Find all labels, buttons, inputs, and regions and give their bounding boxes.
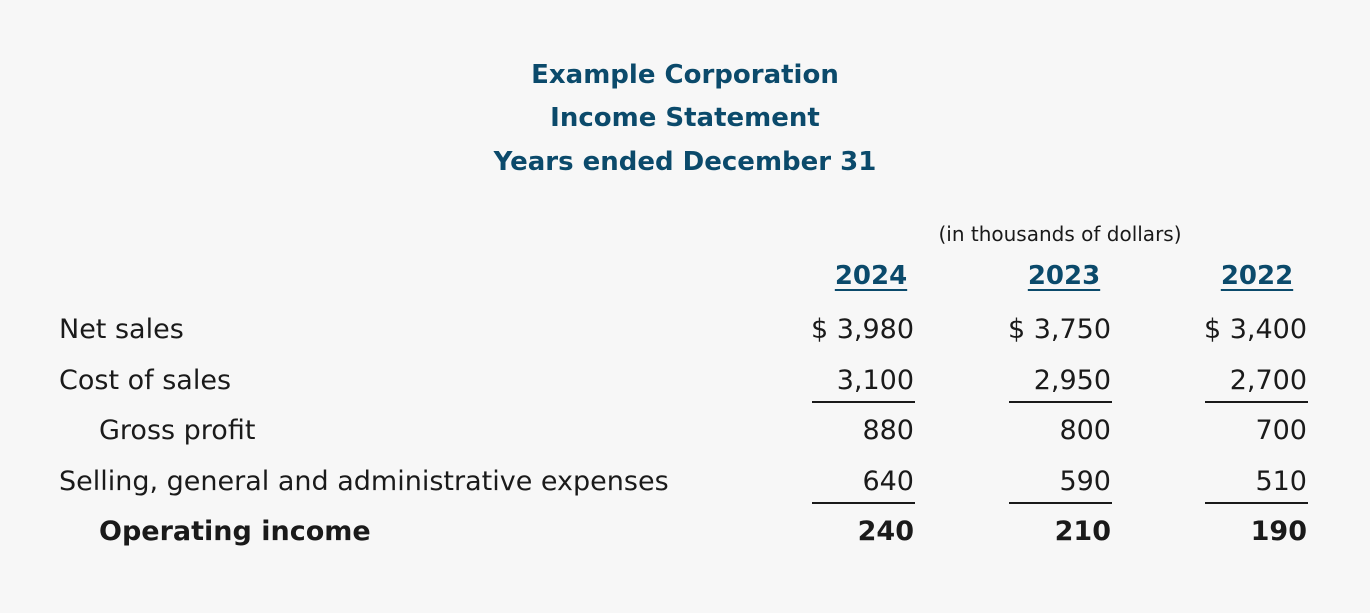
cell-sga-2023: 590	[1059, 466, 1111, 497]
row-label-net-sales: Net sales	[59, 314, 184, 345]
subtotal-rule	[812, 401, 915, 403]
statement-title: Income Statement	[550, 103, 820, 133]
subtotal-rule	[1205, 502, 1308, 504]
subtotal-rule	[1205, 401, 1308, 403]
row-label-sga-expenses: Selling, general and administrative expe…	[59, 466, 669, 497]
company-name: Example Corporation	[531, 60, 839, 90]
cell-cost-of-sales-2023: 2,950	[1033, 365, 1111, 396]
cell-operating-income-2022: 190	[1250, 516, 1307, 547]
cell-net-sales-2023: $ 3,750	[1007, 314, 1111, 345]
cell-sga-2022: 510	[1255, 466, 1307, 497]
row-label-cost-of-sales: Cost of sales	[59, 365, 232, 396]
cell-gross-profit-2023: 800	[1059, 415, 1111, 446]
row-label-gross-profit: Gross profit	[99, 415, 256, 446]
subtotal-rule	[1009, 401, 1112, 403]
cell-cost-of-sales-2022: 2,700	[1229, 365, 1307, 396]
unit-note: (in thousands of dollars)	[938, 222, 1182, 246]
year-header-2022: 2022	[1220, 261, 1294, 291]
cell-gross-profit-2022: 700	[1255, 415, 1307, 446]
statement-period: Years ended December 31	[493, 147, 877, 177]
subtotal-rule	[1009, 502, 1112, 504]
cell-cost-of-sales-2024: 3,100	[836, 365, 914, 396]
year-header-2023: 2023	[1027, 261, 1101, 291]
row-label-operating-income: Operating income	[99, 516, 371, 547]
cell-sga-2024: 640	[862, 466, 914, 497]
cell-operating-income-2024: 240	[857, 516, 914, 547]
year-header-2024: 2024	[834, 261, 908, 291]
cell-gross-profit-2024: 880	[862, 415, 914, 446]
cell-net-sales-2024: $ 3,980	[810, 314, 914, 345]
subtotal-rule	[812, 502, 915, 504]
cell-net-sales-2022: $ 3,400	[1203, 314, 1307, 345]
cell-operating-income-2023: 210	[1054, 516, 1111, 547]
